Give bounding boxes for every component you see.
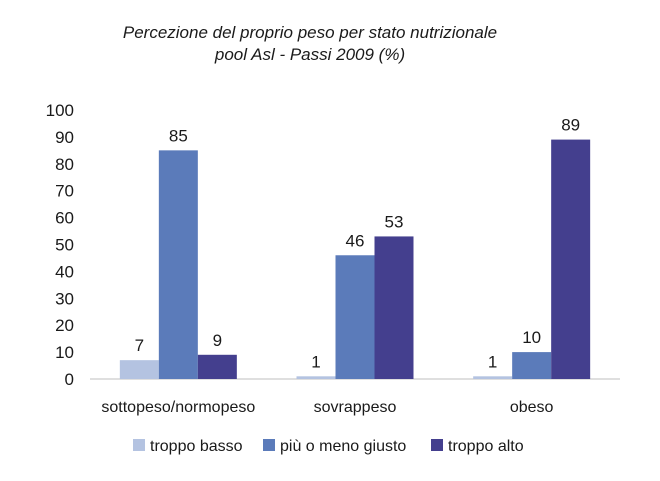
x-tick-label: sottopeso/normopeso xyxy=(101,399,255,416)
chart-title: Percezione del proprio peso per stato nu… xyxy=(122,23,498,42)
bar xyxy=(473,376,513,379)
bar xyxy=(374,236,414,379)
x-tick-label: obeso xyxy=(510,399,554,416)
data-label: 46 xyxy=(346,231,365,250)
bar xyxy=(197,354,237,379)
data-label: 1 xyxy=(311,352,320,371)
x-tick-label: sovrappeso xyxy=(314,399,397,416)
bar xyxy=(335,255,375,379)
data-label: 1 xyxy=(488,352,497,371)
legend-swatch xyxy=(263,439,275,451)
data-label: 85 xyxy=(169,126,188,145)
y-tick-label: 10 xyxy=(55,343,74,362)
data-label: 53 xyxy=(385,212,404,231)
y-tick-label: 80 xyxy=(55,155,74,174)
y-tick-label: 50 xyxy=(55,236,74,255)
y-tick-label: 20 xyxy=(55,316,74,335)
chart-legend: troppo basso più o meno giusto troppo alto xyxy=(133,438,524,455)
data-label: 10 xyxy=(522,328,541,347)
y-tick-label: 30 xyxy=(55,289,74,308)
bar xyxy=(296,376,336,379)
legend-label: troppo alto xyxy=(448,438,524,455)
bar xyxy=(158,150,198,379)
legend-label: più o meno giusto xyxy=(280,438,406,455)
bar xyxy=(551,139,591,379)
y-tick-label: 60 xyxy=(55,209,74,228)
chart-subtitle: pool Asl - Passi 2009 (%) xyxy=(214,45,406,64)
data-label: 7 xyxy=(135,336,144,355)
bar xyxy=(119,360,159,379)
y-tick-label: 0 xyxy=(65,370,74,389)
y-tick-label: 100 xyxy=(46,101,74,120)
legend-swatch xyxy=(431,439,443,451)
legend-label: troppo basso xyxy=(150,438,243,455)
y-tick-label: 70 xyxy=(55,182,74,201)
chart-axes: 0 10 20 30 40 50 60 70 80 90 100 sottopeso/normopes… xyxy=(46,101,620,416)
chart-data-labels: 7 85 9 1 46 53 1 10 89 xyxy=(135,116,581,372)
chart-bars xyxy=(119,139,591,379)
y-tick-label: 90 xyxy=(55,128,74,147)
legend-swatch xyxy=(133,439,145,451)
y-tick-label: 40 xyxy=(55,262,74,281)
data-label: 9 xyxy=(213,331,222,350)
bar xyxy=(512,352,552,379)
data-label: 89 xyxy=(561,116,580,135)
